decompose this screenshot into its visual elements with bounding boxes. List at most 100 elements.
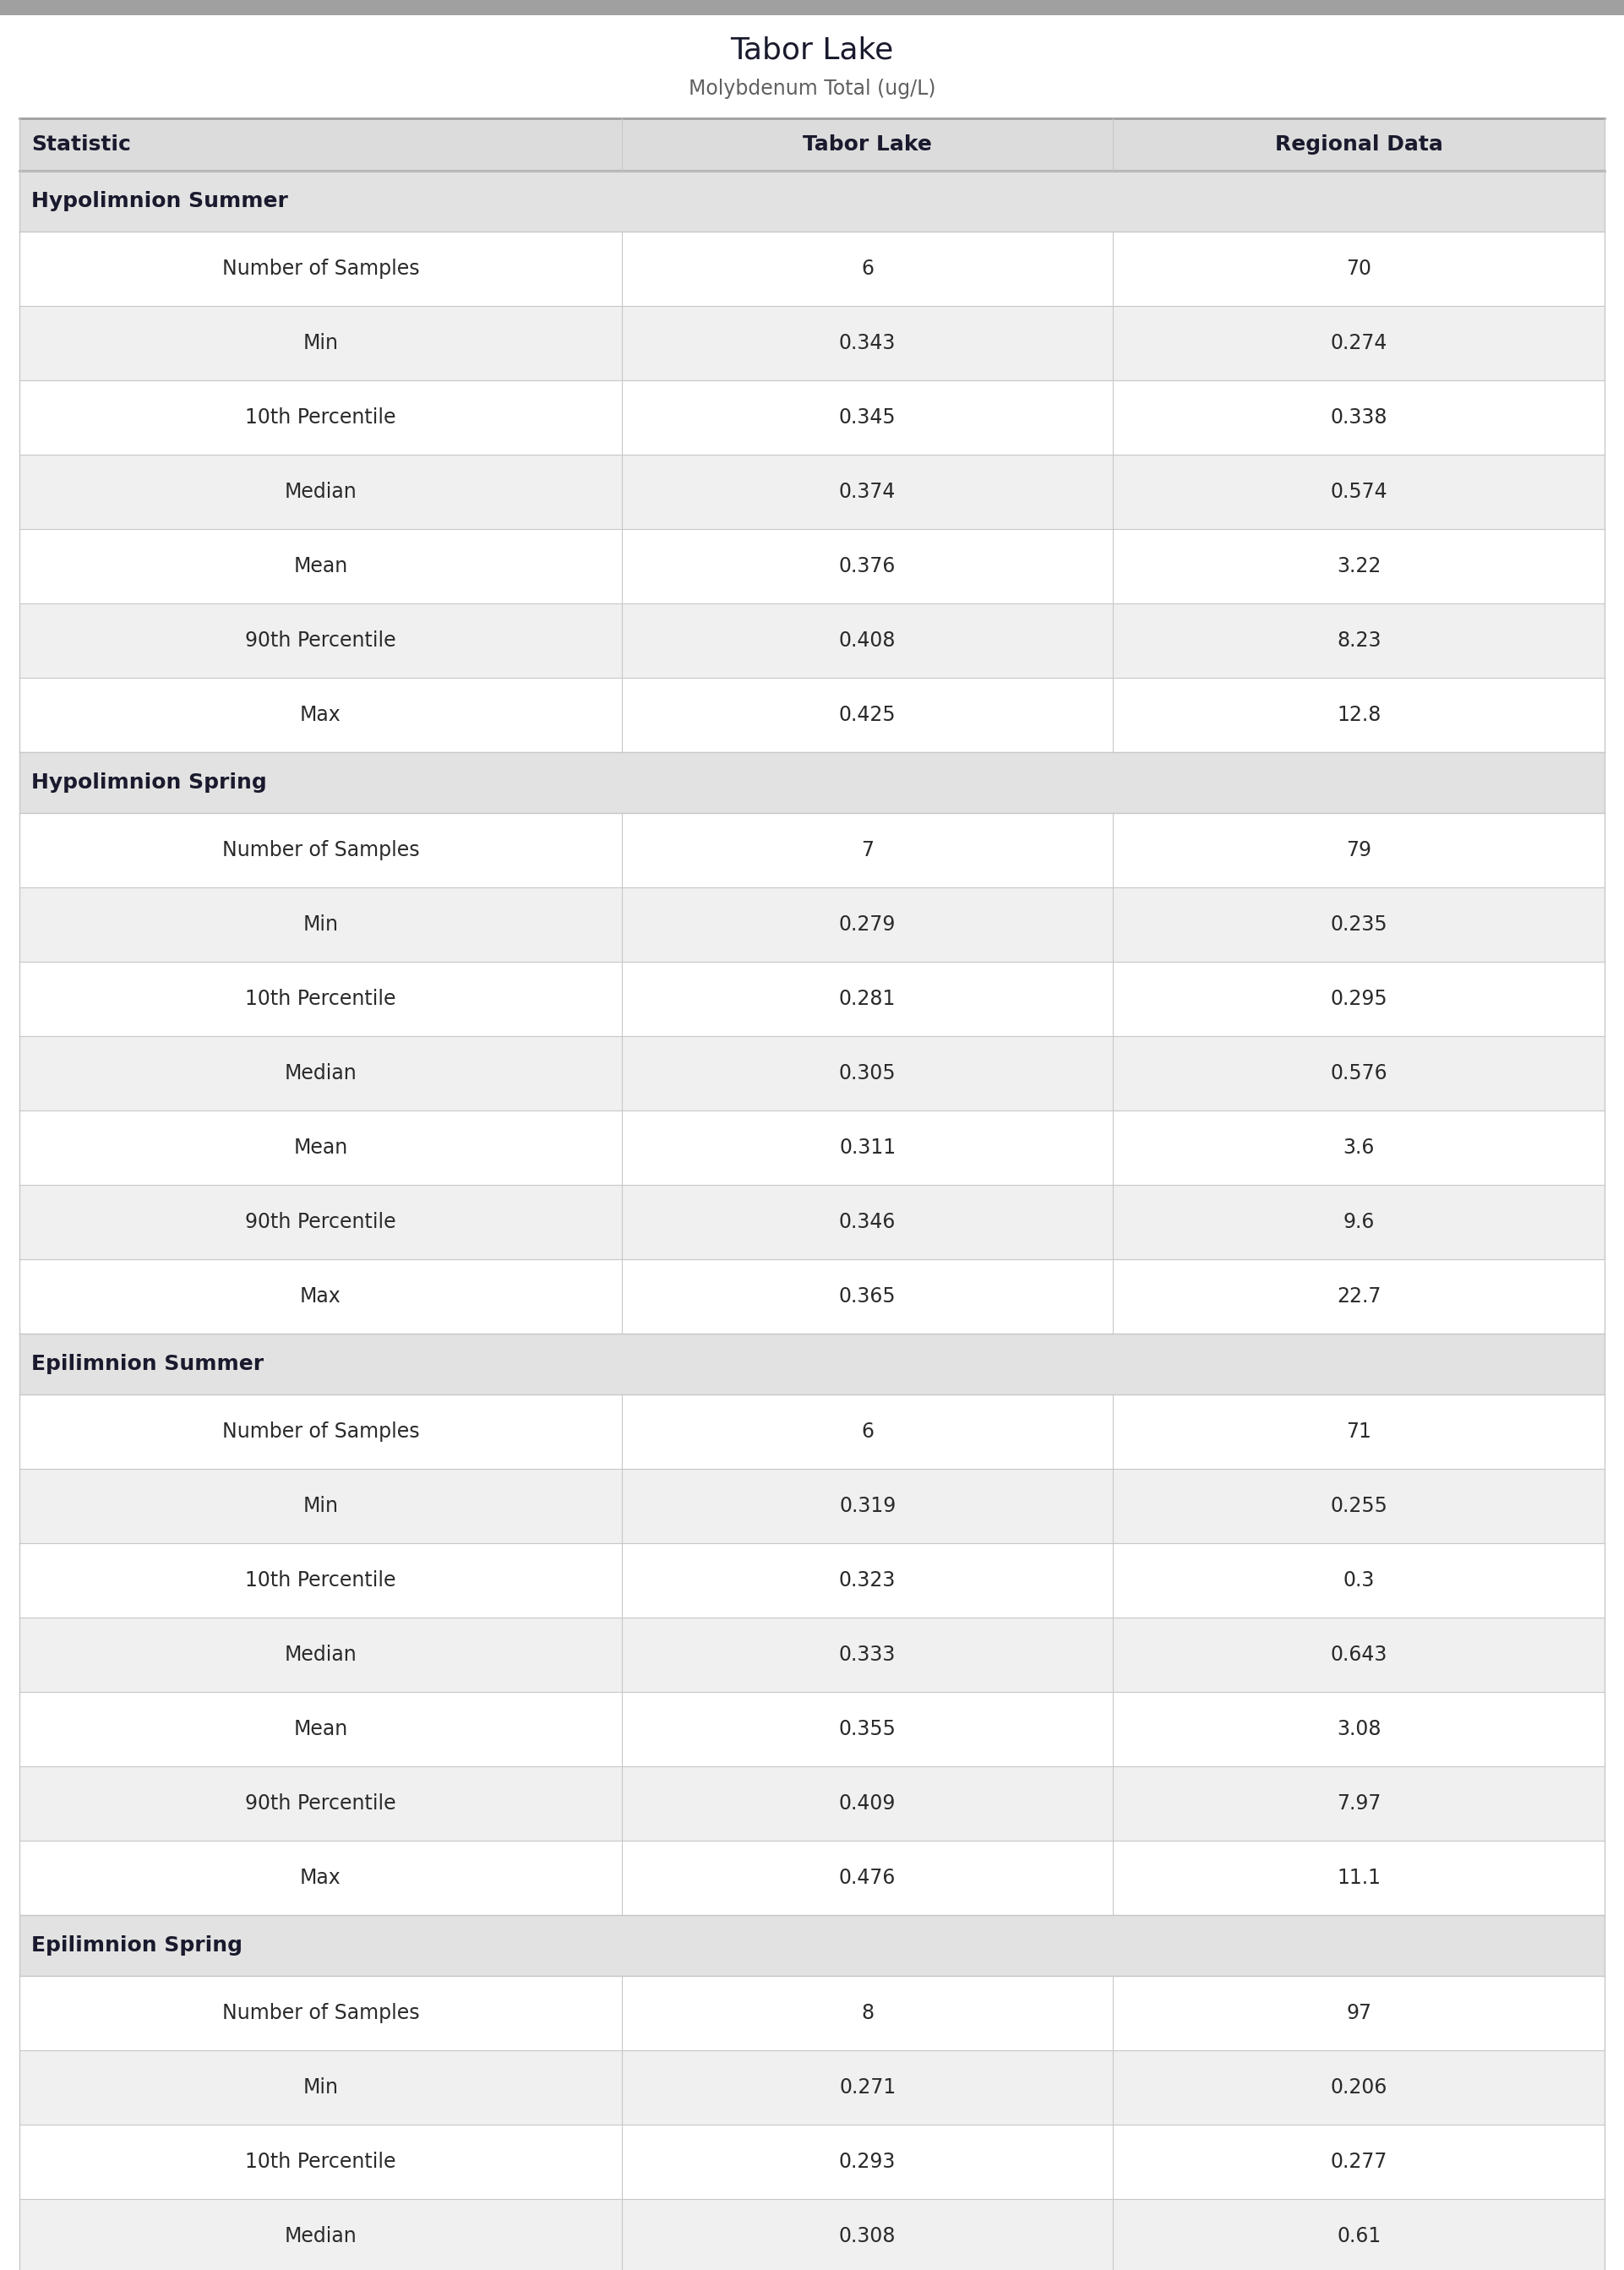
Text: 79: 79 xyxy=(1346,840,1372,860)
Bar xyxy=(19,1469,1605,1544)
Text: 22.7: 22.7 xyxy=(1337,1287,1380,1308)
Text: Number of Samples: Number of Samples xyxy=(222,259,419,279)
Text: 0.425: 0.425 xyxy=(840,704,896,724)
Text: 0.408: 0.408 xyxy=(840,631,896,651)
Bar xyxy=(19,529,1605,604)
Bar xyxy=(19,1035,1605,1110)
Text: 10th Percentile: 10th Percentile xyxy=(245,406,396,427)
Text: Statistic: Statistic xyxy=(31,134,132,154)
Text: Number of Samples: Number of Samples xyxy=(222,1421,419,1441)
Text: 12.8: 12.8 xyxy=(1337,704,1380,724)
Text: 0.271: 0.271 xyxy=(840,2077,896,2097)
Text: 0.206: 0.206 xyxy=(1330,2077,1387,2097)
Bar xyxy=(19,1691,1605,1766)
Text: 97: 97 xyxy=(1346,2002,1372,2023)
Text: 0.305: 0.305 xyxy=(840,1062,896,1083)
Text: 8.23: 8.23 xyxy=(1337,631,1380,651)
Text: 0.255: 0.255 xyxy=(1330,1496,1387,1516)
Text: Max: Max xyxy=(300,1287,341,1308)
Bar xyxy=(19,1544,1605,1619)
Text: 0.345: 0.345 xyxy=(840,406,896,427)
Text: 70: 70 xyxy=(1346,259,1372,279)
Text: 0.374: 0.374 xyxy=(840,481,896,502)
Text: 0.346: 0.346 xyxy=(840,1212,896,1233)
Text: Min: Min xyxy=(304,334,338,354)
Text: Mean: Mean xyxy=(294,556,348,577)
Text: 0.376: 0.376 xyxy=(840,556,896,577)
Text: 0.409: 0.409 xyxy=(840,1793,896,1814)
Text: Median: Median xyxy=(284,1643,357,1664)
Text: Hypolimnion Summer: Hypolimnion Summer xyxy=(31,191,287,211)
Text: 11.1: 11.1 xyxy=(1337,1868,1380,1889)
Text: 0.576: 0.576 xyxy=(1330,1062,1387,1083)
Text: Tabor Lake: Tabor Lake xyxy=(731,36,893,66)
Text: 8: 8 xyxy=(861,2002,874,2023)
Text: 3.6: 3.6 xyxy=(1343,1137,1374,1158)
Text: 0.277: 0.277 xyxy=(1330,2152,1387,2172)
Text: 90th Percentile: 90th Percentile xyxy=(245,1212,396,1233)
Text: 0.643: 0.643 xyxy=(1330,1643,1387,1664)
Text: 0.365: 0.365 xyxy=(840,1287,896,1308)
Text: 0.281: 0.281 xyxy=(840,990,896,1010)
Text: 0.311: 0.311 xyxy=(840,1137,896,1158)
Bar xyxy=(19,118,1605,170)
Bar xyxy=(19,1394,1605,1469)
Text: Min: Min xyxy=(304,2077,338,2097)
Text: Max: Max xyxy=(300,1868,341,1889)
Text: 9.6: 9.6 xyxy=(1343,1212,1374,1233)
Bar xyxy=(19,679,1605,751)
Bar xyxy=(19,1766,1605,1841)
Text: 71: 71 xyxy=(1346,1421,1371,1441)
Text: Number of Samples: Number of Samples xyxy=(222,2002,419,2023)
Text: 0.323: 0.323 xyxy=(840,1571,896,1591)
Text: 0.476: 0.476 xyxy=(840,1868,896,1889)
Text: 10th Percentile: 10th Percentile xyxy=(245,2152,396,2172)
Text: 0.308: 0.308 xyxy=(840,2227,896,2247)
Bar xyxy=(19,170,1605,232)
Text: Molybdenum Total (ug/L): Molybdenum Total (ug/L) xyxy=(689,79,935,100)
Text: 3.22: 3.22 xyxy=(1337,556,1380,577)
Bar xyxy=(19,888,1605,962)
Text: 10th Percentile: 10th Percentile xyxy=(245,1571,396,1591)
Bar xyxy=(0,0,1624,16)
Text: 0.279: 0.279 xyxy=(840,915,896,935)
Bar xyxy=(19,604,1605,679)
Text: Median: Median xyxy=(284,481,357,502)
Text: Hypolimnion Spring: Hypolimnion Spring xyxy=(31,772,266,792)
Text: 3.08: 3.08 xyxy=(1337,1718,1380,1739)
Text: 0.338: 0.338 xyxy=(1330,406,1387,427)
Text: 0.61: 0.61 xyxy=(1337,2227,1380,2247)
Text: 0.333: 0.333 xyxy=(840,1643,896,1664)
Text: 0.343: 0.343 xyxy=(840,334,896,354)
Bar xyxy=(19,962,1605,1035)
Bar xyxy=(19,2125,1605,2200)
Bar xyxy=(19,306,1605,381)
Text: 7.97: 7.97 xyxy=(1337,1793,1380,1814)
Bar xyxy=(19,232,1605,306)
Text: 0.293: 0.293 xyxy=(840,2152,896,2172)
Bar xyxy=(19,1916,1605,1975)
Bar xyxy=(19,751,1605,813)
Text: Regional Data: Regional Data xyxy=(1275,134,1442,154)
Text: Tabor Lake: Tabor Lake xyxy=(802,134,932,154)
Text: Number of Samples: Number of Samples xyxy=(222,840,419,860)
Text: Min: Min xyxy=(304,915,338,935)
Text: 0.355: 0.355 xyxy=(840,1718,896,1739)
Bar xyxy=(19,1975,1605,2050)
Text: 6: 6 xyxy=(861,1421,874,1441)
Bar xyxy=(19,1332,1605,1394)
Text: Min: Min xyxy=(304,1496,338,1516)
Bar xyxy=(19,1185,1605,1260)
Text: 0.3: 0.3 xyxy=(1343,1571,1374,1591)
Text: 90th Percentile: 90th Percentile xyxy=(245,631,396,651)
Text: Median: Median xyxy=(284,1062,357,1083)
Text: 0.574: 0.574 xyxy=(1330,481,1387,502)
Text: 90th Percentile: 90th Percentile xyxy=(245,1793,396,1814)
Bar xyxy=(19,454,1605,529)
Text: Median: Median xyxy=(284,2227,357,2247)
Bar xyxy=(19,1619,1605,1691)
Text: Epilimnion Spring: Epilimnion Spring xyxy=(31,1936,242,1957)
Bar xyxy=(19,1841,1605,1916)
Text: Mean: Mean xyxy=(294,1718,348,1739)
Text: 6: 6 xyxy=(861,259,874,279)
